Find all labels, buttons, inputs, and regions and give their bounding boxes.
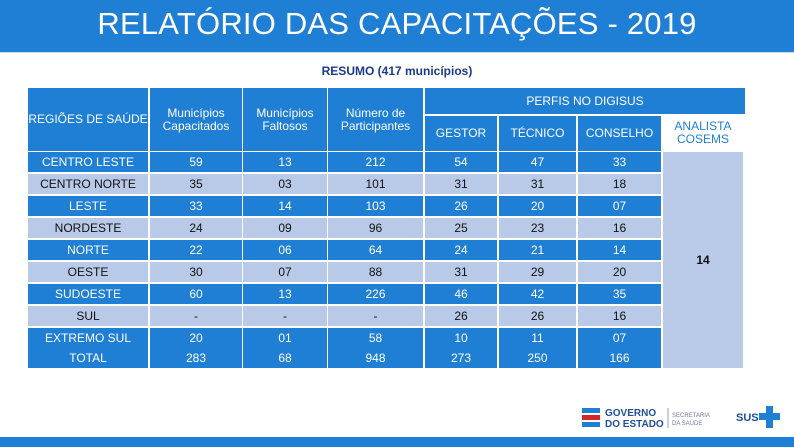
row-regiao: CENTRO LESTE <box>28 152 148 172</box>
row-faltosos: 06 <box>243 240 327 260</box>
row-participantes: 101 <box>328 174 423 194</box>
row-tecnico: 20 <box>499 196 576 216</box>
row-conselho: 07 <box>578 328 661 348</box>
row-conselho: 20 <box>578 262 661 282</box>
row-capacitados: 24 <box>150 218 242 238</box>
total-participantes: 948 <box>328 348 423 368</box>
header-conselho: CONSELHO <box>578 116 661 151</box>
total-faltosos: 68 <box>243 348 327 368</box>
row-conselho: 16 <box>578 218 661 238</box>
row-gestor: 26 <box>425 196 497 216</box>
row-capacitados: 22 <box>150 240 242 260</box>
governo-logo: GOVERNO DO ESTADO SECRETARIA DA SAÚDE <box>582 405 712 431</box>
row-faltosos: 13 <box>243 284 327 304</box>
row-gestor: 24 <box>425 240 497 260</box>
row-participantes: 96 <box>328 218 423 238</box>
row-gestor: 26 <box>425 306 497 326</box>
row-conselho: 16 <box>578 306 661 326</box>
total-regiao: TOTAL <box>28 348 148 368</box>
row-regiao: SUDOESTE <box>28 284 148 304</box>
row-capacitados: 20 <box>150 328 242 348</box>
subtitle: RESUMO (417 municípios) <box>321 64 473 78</box>
row-tecnico: 31 <box>499 174 576 194</box>
row-gestor: 31 <box>425 262 497 282</box>
row-participantes: 88 <box>328 262 423 282</box>
header-perfis: PERFIS NO DIGISUS <box>425 88 745 114</box>
sus-logo: SUS <box>736 403 784 431</box>
row-gestor: 31 <box>425 174 497 194</box>
title-bar: RELATÓRIO DAS CAPACITAÇÕES - 2019 <box>0 0 794 53</box>
row-gestor: 46 <box>425 284 497 304</box>
header-analista: ANALISTA COSEMS <box>663 114 743 152</box>
row-regiao: NORTE <box>28 240 148 260</box>
row-capacitados: - <box>150 306 242 326</box>
row-capacitados: 60 <box>150 284 242 304</box>
row-faltosos: 14 <box>243 196 327 216</box>
row-participantes: 64 <box>328 240 423 260</box>
row-capacitados: 35 <box>150 174 242 194</box>
page-title: RELATÓRIO DAS CAPACITAÇÕES - 2019 <box>97 6 697 41</box>
row-gestor: 54 <box>425 152 497 172</box>
row-faltosos: 07 <box>243 262 327 282</box>
sus-text: SUS <box>736 412 759 424</box>
total-tecnico: 250 <box>499 348 576 368</box>
header-regioes: REGIÕES DE SAÚDE <box>28 88 148 151</box>
row-regiao: NORDESTE <box>28 218 148 238</box>
row-tecnico: 47 <box>499 152 576 172</box>
row-faltosos: 01 <box>243 328 327 348</box>
row-conselho: 33 <box>578 152 661 172</box>
row-conselho: 14 <box>578 240 661 260</box>
row-regiao: LESTE <box>28 196 148 216</box>
row-participantes: 58 <box>328 328 423 348</box>
header-tecnico: TÉCNICO <box>499 116 576 151</box>
row-regiao: CENTRO NORTE <box>28 174 148 194</box>
row-tecnico: 42 <box>499 284 576 304</box>
row-tecnico: 29 <box>499 262 576 282</box>
row-tecnico: 23 <box>499 218 576 238</box>
row-capacitados: 30 <box>150 262 242 282</box>
row-capacitados: 33 <box>150 196 242 216</box>
row-conselho: 07 <box>578 196 661 216</box>
row-regiao: SUL <box>28 306 148 326</box>
header-participantes: Número de Participantes <box>328 88 423 151</box>
header-faltosos: Municípios Faltosos <box>243 88 327 151</box>
row-tecnico: 21 <box>499 240 576 260</box>
row-participantes: 226 <box>328 284 423 304</box>
row-gestor: 25 <box>425 218 497 238</box>
header-gap <box>746 88 794 114</box>
row-participantes: - <box>328 306 423 326</box>
row-conselho: 18 <box>578 174 661 194</box>
row-faltosos: 09 <box>243 218 327 238</box>
sus-logo-graphic: SUS <box>736 406 780 428</box>
total-gestor: 273 <box>425 348 497 368</box>
secretaria-line1: SECRETARIA <box>672 413 710 419</box>
analista-value: 14 <box>663 152 743 368</box>
secretaria-line2: DA SAÚDE <box>672 420 702 427</box>
total-capacitados: 283 <box>150 348 242 368</box>
row-faltosos: - <box>243 306 327 326</box>
row-conselho: 35 <box>578 284 661 304</box>
row-tecnico: 11 <box>499 328 576 348</box>
governo-logo-graphic: GOVERNO DO ESTADO SECRETARIA DA SAÚDE <box>582 408 710 430</box>
row-gestor: 10 <box>425 328 497 348</box>
bottom-bar <box>0 437 794 447</box>
row-regiao: EXTREMO SUL <box>28 328 148 348</box>
row-capacitados: 59 <box>150 152 242 172</box>
row-regiao: OESTE <box>28 262 148 282</box>
header-gestor: GESTOR <box>425 116 497 151</box>
row-participantes: 212 <box>328 152 423 172</box>
row-faltosos: 03 <box>243 174 327 194</box>
row-tecnico: 26 <box>499 306 576 326</box>
total-conselho: 166 <box>578 348 661 368</box>
governo-line1: GOVERNO <box>605 408 656 419</box>
row-participantes: 103 <box>328 196 423 216</box>
header-capacitados: Municípios Capacitados <box>150 88 242 151</box>
row-faltosos: 13 <box>243 152 327 172</box>
governo-line2: DO ESTADO <box>605 419 664 430</box>
